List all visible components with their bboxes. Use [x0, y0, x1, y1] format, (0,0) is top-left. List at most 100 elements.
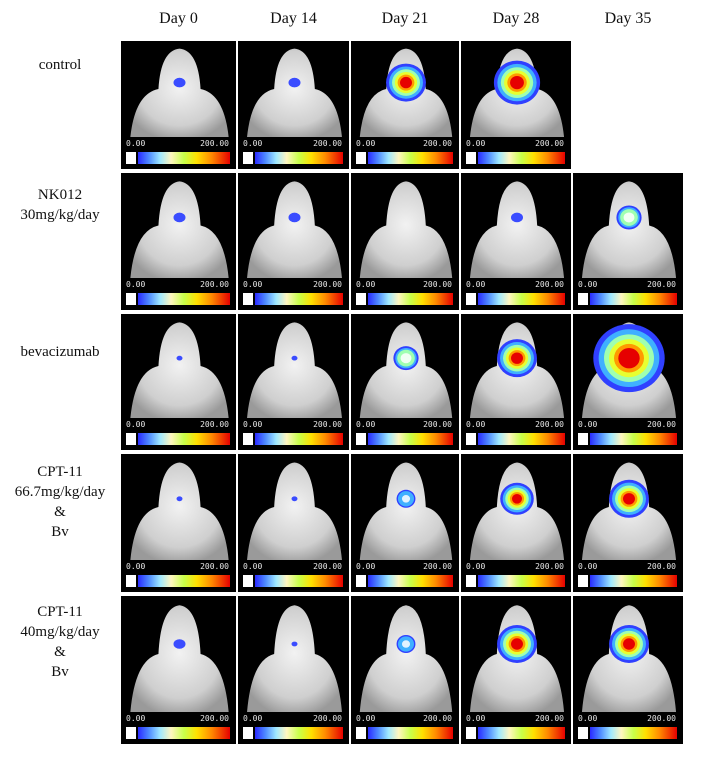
image-panel-r0-c0: 0.00 200.00	[120, 40, 237, 170]
scale-swatch	[126, 293, 136, 305]
scale-swatch	[243, 433, 253, 445]
scale-gradient-bar	[138, 727, 230, 739]
scale-max-label: 200.00	[535, 280, 564, 289]
scale-min-label: 0.00	[578, 714, 598, 723]
color-scale: 0.00 200.00	[124, 138, 233, 166]
group-label-1: NK012 30mg/kg/day	[20, 187, 100, 223]
scale-gradient-bar	[590, 575, 677, 587]
color-scale: 0.00 200.00	[124, 561, 233, 589]
scale-gradient-bar	[255, 575, 343, 587]
scale-gradient-bar	[478, 293, 565, 305]
scale-swatch	[356, 433, 366, 445]
scale-max-label: 200.00	[423, 280, 452, 289]
scale-swatch	[466, 152, 476, 164]
scale-min-label: 0.00	[356, 280, 376, 289]
scale-max-label: 200.00	[647, 714, 676, 723]
scale-max-label: 200.00	[647, 280, 676, 289]
scale-swatch	[356, 293, 366, 305]
color-scale: 0.00 200.00	[354, 279, 456, 307]
color-scale: 0.00 200.00	[241, 561, 346, 589]
day-header-1: Day 14	[270, 10, 317, 27]
color-scale: 0.00 200.00	[576, 561, 680, 589]
color-scale: 0.00 200.00	[124, 713, 233, 741]
scale-max-label: 200.00	[200, 280, 229, 289]
scale-min-label: 0.00	[466, 139, 486, 148]
scale-swatch	[243, 293, 253, 305]
scale-max-label: 200.00	[200, 714, 229, 723]
scale-max-label: 200.00	[535, 714, 564, 723]
image-panel-r2-c4: 0.00 200.00	[572, 313, 684, 451]
scale-gradient-bar	[478, 575, 565, 587]
scale-swatch	[466, 727, 476, 739]
color-scale: 0.00 200.00	[464, 561, 568, 589]
scale-swatch	[126, 433, 136, 445]
color-scale: 0.00 200.00	[241, 279, 346, 307]
image-panel-r4-c4: 0.00 200.00	[572, 595, 684, 745]
scale-max-label: 200.00	[647, 562, 676, 571]
scale-max-label: 200.00	[423, 714, 452, 723]
scale-min-label: 0.00	[466, 562, 486, 571]
scale-gradient-bar	[368, 152, 453, 164]
image-panel-r0-c2: 0.00 200.00	[350, 40, 460, 170]
scale-gradient-bar	[590, 727, 677, 739]
day-header-3: Day 28	[492, 10, 540, 27]
scale-max-label: 200.00	[200, 562, 229, 571]
scale-max-label: 200.00	[200, 420, 229, 429]
scale-gradient-bar	[138, 152, 230, 164]
scale-min-label: 0.00	[356, 420, 376, 429]
scale-gradient-bar	[590, 293, 677, 305]
scale-gradient-bar	[368, 293, 453, 305]
image-panel-r0-c3: 0.00 200.00	[460, 40, 572, 170]
image-panel-r1-c0: 0.00 200.00	[120, 172, 237, 311]
image-panel-r4-c3: 0.00 200.00	[460, 595, 572, 745]
image-panel-r2-c3: 0.00 200.00	[460, 313, 572, 451]
scale-gradient-bar	[478, 727, 565, 739]
scale-min-label: 0.00	[243, 420, 263, 429]
scale-swatch	[466, 433, 476, 445]
scale-gradient-bar	[478, 152, 565, 164]
scale-swatch	[356, 575, 366, 587]
scale-min-label: 0.00	[356, 562, 376, 571]
scale-min-label: 0.00	[243, 139, 263, 148]
group-label-2: bevacizumab	[20, 344, 100, 360]
scale-min-label: 0.00	[356, 139, 376, 148]
scale-swatch	[126, 727, 136, 739]
scale-swatch	[126, 152, 136, 164]
scale-gradient-bar	[255, 293, 343, 305]
scale-max-label: 200.00	[200, 139, 229, 148]
color-scale: 0.00 200.00	[354, 561, 456, 589]
group-label-4: CPT-11 40mg/kg/day & Bv	[20, 604, 100, 680]
scale-max-label: 200.00	[313, 714, 342, 723]
image-panel-r3-c2: 0.00 200.00	[350, 453, 460, 593]
scale-min-label: 0.00	[578, 420, 598, 429]
color-scale: 0.00 200.00	[464, 279, 568, 307]
color-scale: 0.00 200.00	[354, 138, 456, 166]
scale-gradient-bar	[368, 433, 453, 445]
color-scale: 0.00 200.00	[464, 713, 568, 741]
image-panel-r2-c2: 0.00 200.00	[350, 313, 460, 451]
scale-swatch	[578, 575, 588, 587]
image-panel-r1-c2: 0.00 200.00	[350, 172, 460, 311]
scale-swatch	[243, 727, 253, 739]
image-panel-r0-c1: 0.00 200.00	[237, 40, 350, 170]
scale-min-label: 0.00	[126, 420, 146, 429]
scale-gradient-bar	[590, 433, 677, 445]
scale-swatch	[578, 433, 588, 445]
scale-min-label: 0.00	[356, 714, 376, 723]
group-label-0: control	[38, 57, 82, 73]
color-scale: 0.00 200.00	[576, 419, 680, 447]
scale-gradient-bar	[255, 727, 343, 739]
image-panel-r1-c1: 0.00 200.00	[237, 172, 350, 311]
scale-gradient-bar	[138, 433, 230, 445]
scale-swatch	[126, 575, 136, 587]
scale-swatch	[466, 575, 476, 587]
image-panel-r3-c0: 0.00 200.00	[120, 453, 237, 593]
image-panel-r2-c1: 0.00 200.00	[237, 313, 350, 451]
scale-gradient-bar	[478, 433, 565, 445]
scale-min-label: 0.00	[126, 714, 146, 723]
scale-max-label: 200.00	[535, 139, 564, 148]
scale-min-label: 0.00	[466, 420, 486, 429]
color-scale: 0.00 200.00	[124, 419, 233, 447]
scale-swatch	[578, 727, 588, 739]
scale-min-label: 0.00	[243, 714, 263, 723]
